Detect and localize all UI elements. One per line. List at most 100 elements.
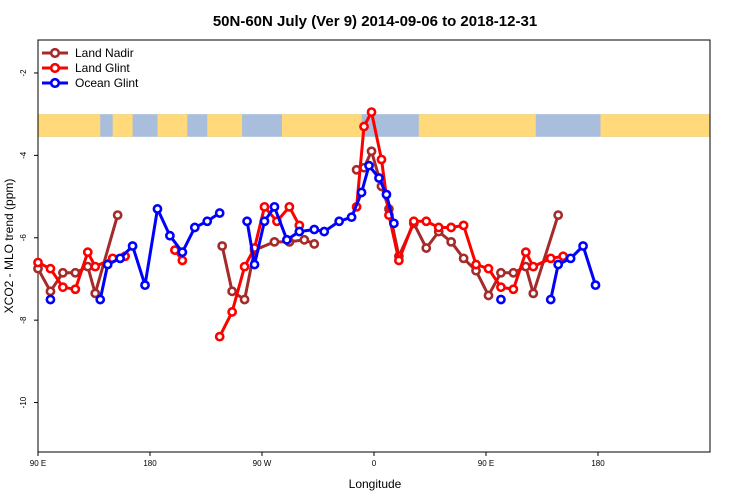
- data-point: [165, 230, 175, 241]
- x-tick-label: 90 W: [253, 459, 272, 468]
- data-point: [214, 331, 225, 342]
- y-axis: -2 -4 -6 -8 -10: [19, 69, 38, 408]
- data-point: [545, 253, 556, 264]
- series-1: [33, 107, 569, 342]
- data-point: [45, 294, 56, 305]
- data-point: [259, 216, 270, 227]
- x-tick-label: 90 E: [30, 459, 46, 468]
- data-point: [309, 224, 320, 235]
- data-point: [496, 282, 506, 293]
- data-point: [590, 280, 601, 291]
- data-point: [95, 294, 106, 305]
- data-point: [381, 189, 392, 200]
- map-land: [600, 114, 710, 137]
- data-point: [528, 261, 539, 272]
- data-point: [508, 267, 519, 278]
- x-tick-label: 180: [143, 459, 157, 468]
- data-point: [152, 204, 163, 214]
- data-point: [140, 280, 150, 291]
- legend-label: Land Glint: [75, 61, 130, 75]
- map-land: [112, 114, 133, 137]
- data-point: [421, 216, 432, 227]
- data-point: [496, 294, 506, 305]
- data-point: [578, 241, 588, 251]
- series-line: [245, 164, 396, 266]
- data-point: [57, 282, 68, 293]
- data-point: [471, 259, 481, 270]
- data-point: [239, 294, 250, 305]
- legend-label: Ocean Glint: [75, 76, 139, 90]
- data-point: [446, 236, 457, 247]
- map-land: [418, 114, 536, 137]
- chart-title: 50N-60N July (Ver 9) 2014-09-06 to 2018-…: [213, 13, 537, 30]
- data-point: [102, 259, 113, 270]
- series-line: [356, 149, 560, 297]
- data-point: [446, 222, 457, 233]
- data-point: [177, 247, 188, 258]
- data-point: [45, 286, 56, 297]
- data-point: [269, 201, 280, 212]
- map-land: [157, 114, 188, 137]
- data-point: [309, 239, 320, 249]
- data-point: [389, 218, 399, 229]
- data-point: [458, 253, 469, 264]
- data-point: [177, 255, 188, 266]
- y-tick-label: -6: [19, 234, 28, 242]
- map-land: [38, 114, 101, 137]
- data-point: [496, 267, 506, 278]
- data-point: [82, 247, 93, 258]
- data-point: [520, 247, 531, 258]
- legend-label: Land Nadir: [75, 46, 134, 60]
- data-point: [239, 261, 250, 272]
- x-tick-label: 0: [372, 459, 377, 468]
- data-point: [33, 257, 43, 268]
- y-tick-label: -2: [19, 69, 28, 77]
- data-point: [319, 226, 330, 237]
- map-land: [207, 114, 243, 137]
- data-point: [57, 267, 68, 278]
- data-point: [112, 210, 123, 220]
- data-point: [90, 261, 101, 272]
- series-line: [549, 244, 597, 300]
- data-point: [269, 236, 280, 247]
- data-point: [214, 208, 225, 218]
- data-point: [202, 216, 213, 227]
- y-tick-label: -8: [19, 316, 28, 324]
- data-point: [565, 253, 576, 264]
- data-point: [553, 210, 564, 220]
- data-point: [127, 241, 138, 251]
- data-point: [528, 288, 539, 299]
- x-axis-label: Longitude: [349, 477, 402, 491]
- data-point: [366, 146, 377, 157]
- legend-marker: [49, 62, 61, 74]
- data-point: [545, 294, 556, 305]
- y-tick-label: -10: [19, 396, 28, 408]
- data-point: [70, 267, 81, 278]
- y-tick-label: -4: [19, 151, 28, 159]
- legend-marker: [49, 47, 61, 59]
- data-point: [299, 234, 310, 245]
- data-point: [346, 212, 357, 223]
- x-axis: 90 E 180 90 W 0 90 E 180: [30, 452, 605, 468]
- data-point: [359, 121, 369, 132]
- data-point: [374, 173, 384, 183]
- data-point: [553, 259, 564, 270]
- data-point: [45, 263, 56, 274]
- data-point: [483, 290, 494, 301]
- data-point: [70, 284, 81, 295]
- data-point: [483, 263, 494, 274]
- data-point: [227, 307, 238, 317]
- data-point: [366, 107, 377, 117]
- data-point: [508, 284, 519, 295]
- series-2: [45, 160, 601, 305]
- data-point: [408, 216, 419, 227]
- data-point: [227, 286, 238, 297]
- data-point: [458, 220, 469, 231]
- data-point: [376, 154, 387, 165]
- data-point: [284, 201, 295, 212]
- data-point: [393, 255, 404, 266]
- plot-frame: [37, 39, 711, 453]
- map-land: [281, 114, 362, 137]
